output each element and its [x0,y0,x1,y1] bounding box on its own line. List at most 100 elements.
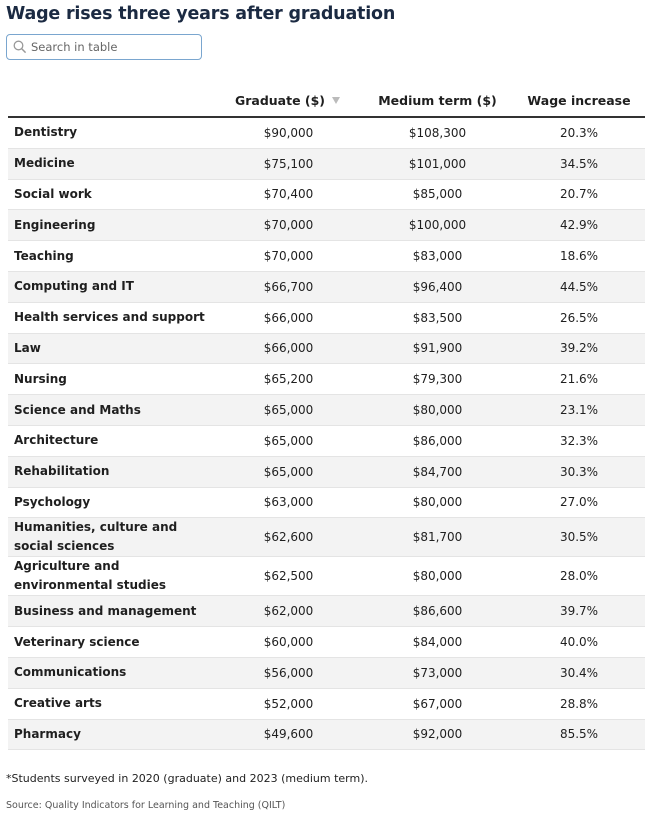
row-label: Rehabilitation [8,456,215,488]
cell: $79,300 [412,372,463,387]
cell: $66,000 [263,310,314,325]
cell: $65,000 [263,433,314,448]
table-row: Law $66,000 $91,900 39.2% [8,333,645,364]
row-label: Communications [8,657,215,689]
header-label: Wage increase [527,92,631,108]
cell: 42.9% [513,209,645,241]
table-row: Health services and support $66,000 $83,50… [8,302,645,334]
cell: $62,600 [215,517,362,557]
data-table: Graduate ($) Medium term ($) Wage increase… [8,84,645,750]
row-label: Computing and IT [8,271,215,303]
cell: 44.5% [513,271,645,303]
cell: $92,000 [362,719,513,750]
cell: 39.7% [513,595,645,627]
cell: $70,000 [263,249,314,264]
cell: $65,000 [215,456,362,488]
row-label: Humanities, culture and social sciences [8,517,215,557]
cell: 30.4% [513,657,645,689]
row-label: Architecture [14,433,99,448]
table-body: Dentistry $90,000 $108,300 20.3% Medicine $75… [8,117,645,750]
cell: $90,000 [263,125,314,140]
cell: $96,400 [362,271,513,303]
row-label: Creative arts [14,696,102,711]
cell: 18.6% [559,249,599,264]
table-row: Agriculture and environmental studies $62… [8,557,645,596]
cell: $84,700 [362,456,513,488]
row-label: Medicine [8,148,215,180]
header-row: Graduate ($) Medium term ($) Wage increase [8,84,645,118]
table-row: Dentistry $90,000 $108,300 20.3% [8,117,645,149]
cell: $62,000 [215,595,362,627]
row-label: Nursing [14,371,67,386]
search-box[interactable] [6,34,202,60]
cell: $83,000 [412,249,463,264]
table-row: Rehabilitation $65,000 $84,700 30.3% [8,456,645,488]
cell: 28.0% [559,569,599,584]
sort-icon [332,96,341,104]
table-row: Psychology $63,000 $80,000 27.0% [8,487,645,518]
cell: $56,000 [215,657,362,689]
cell: 34.5% [513,148,645,180]
cell: $80,000 [362,394,513,426]
cell: $63,000 [263,495,314,510]
row-label: Teaching [14,248,74,263]
header-cell[interactable]: Medium term ($) [362,84,513,118]
cell: $91,900 [362,333,513,364]
header-cell[interactable]: Wage increase [513,84,645,118]
cell: $81,700 [362,517,513,557]
cell: $75,100 [215,148,362,180]
cell: $84,000 [412,635,463,650]
table-row: Veterinary science $60,000 $84,000 40.0% [8,627,645,658]
row-label: Science and Maths [8,394,215,426]
title: Wage rises three years after graduation [6,4,396,24]
row-label: Law [8,333,215,364]
row-label: Health services and support [14,310,205,325]
sort-arrow [332,96,341,104]
header-cell [8,84,215,118]
footnote: *Students surveyed in 2020 (graduate) an… [6,772,368,785]
cell: 30.5% [513,517,645,557]
cell: 23.1% [513,394,645,426]
table-row: Architecture $65,000 $86,000 32.3% [8,425,645,457]
cell: $67,000 [412,696,463,711]
search-icon [13,40,27,54]
table-row: Creative arts $52,000 $67,000 28.8% [8,688,645,720]
cell: 39.2% [513,333,645,364]
table-row: Engineering $70,000 $100,000 42.9% [8,209,645,241]
search-input[interactable] [31,35,196,59]
header-label: Medium term ($) [378,92,497,108]
cell: $65,000 [215,394,362,426]
row-label: Pharmacy [8,719,215,750]
cell: 30.3% [513,456,645,488]
cell: 21.6% [559,372,599,387]
table-row: Teaching $70,000 $83,000 18.6% [8,241,645,272]
cell: $62,500 [263,569,314,584]
cell: 28.8% [559,696,599,711]
cell: $70,400 [263,187,314,202]
cell: $66,700 [215,271,362,303]
header-cell[interactable]: Graduate ($) [215,84,362,118]
cell: $66,000 [215,333,362,364]
table-row: Science and Maths $65,000 $80,000 23.1% [8,394,645,426]
cell: $86,000 [412,433,463,448]
cell: $73,000 [362,657,513,689]
table-row: Nursing $65,200 $79,300 21.6% [8,364,645,395]
table-head: Graduate ($) Medium term ($) Wage increase [8,84,645,118]
row-label: Psychology [14,494,91,509]
cell: 32.3% [559,433,599,448]
cell: $65,200 [263,372,314,387]
cell: $60,000 [263,635,314,650]
header-label: Graduate ($) [234,92,326,108]
cell: $70,000 [215,209,362,241]
table-row: Pharmacy $49,600 $92,000 85.5% [8,719,645,750]
row-label: Business and management [8,595,215,627]
table-row: Humanities, culture and social sciences $… [8,517,645,557]
cell: $100,000 [362,209,513,241]
cell: $85,000 [412,187,463,202]
cell: 85.5% [513,719,645,750]
row-label: Social work [14,186,92,201]
table-row: Medicine $75,100 $101,000 34.5% [8,148,645,180]
cell: $101,000 [362,148,513,180]
